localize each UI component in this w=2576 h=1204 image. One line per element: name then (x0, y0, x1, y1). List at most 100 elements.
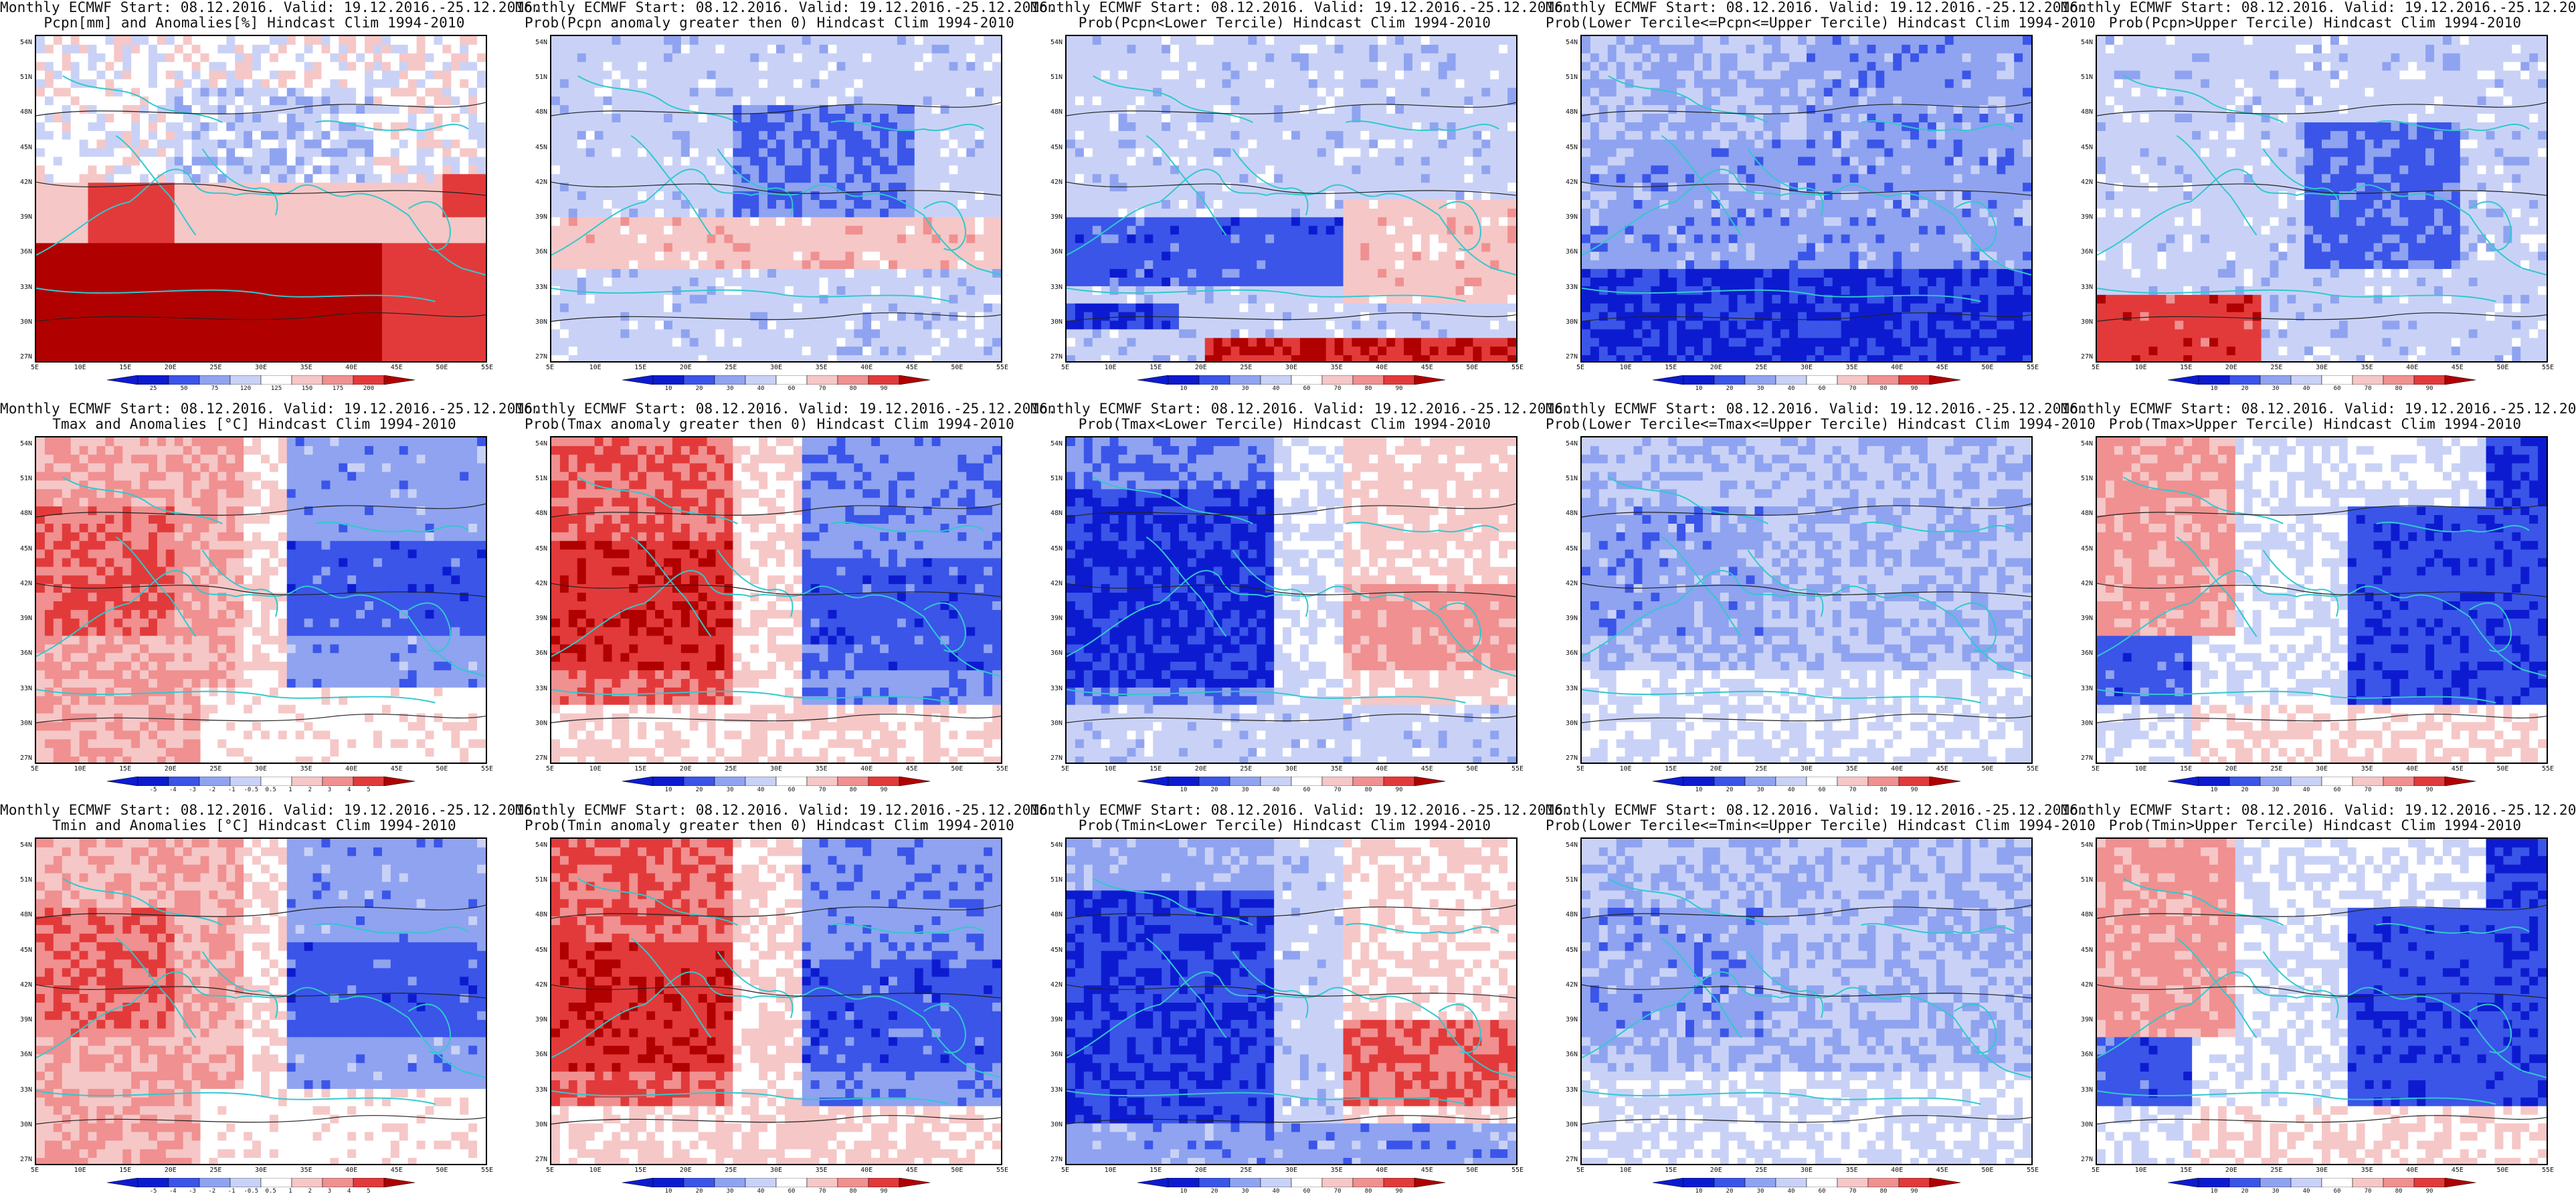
panel-title: Monthly ECMWF Start: 08.12.2016. Valid: … (1546, 803, 2096, 833)
lat-label: 30N (2074, 318, 2093, 326)
lat-label: 33N (529, 685, 547, 692)
colorbar-tick-label: 30 (1237, 385, 1253, 392)
lon-label: 45E (1417, 364, 1437, 371)
lon-label: 35E (296, 1167, 316, 1174)
colorbar-tick-label: -0.5 (243, 1188, 259, 1195)
colorbar-tick-label: 10 (660, 385, 676, 392)
lon-label: 50E (1462, 364, 1482, 371)
lat-label: 30N (529, 720, 547, 727)
lat-label: 33N (13, 685, 32, 692)
lon-label: 20E (161, 364, 181, 371)
lon-label: 40E (856, 1167, 877, 1174)
colorbar-tick-label: 3 (321, 787, 337, 793)
lat-label: 36N (1559, 1051, 1578, 1058)
colorbar-tick-label: 70 (2360, 1188, 2376, 1195)
lat-label: 36N (1044, 248, 1063, 256)
lat-label: 54N (2074, 841, 2093, 849)
lat-label: 33N (2074, 685, 2093, 692)
lat-label: 48N (529, 911, 547, 918)
lat-label: 51N (2074, 475, 2093, 482)
colorbar-tick-label: 80 (845, 1188, 861, 1195)
colorbar (2167, 1177, 2476, 1188)
colorbar-tick-label: 20 (2237, 385, 2253, 392)
panel-title-line1: Monthly ECMWF Start: 08.12.2016. Valid: … (0, 803, 541, 818)
lat-label: 30N (1559, 720, 1578, 727)
lon-label: 30E (1281, 1167, 1301, 1174)
colorbar-tick-label: 4 (341, 787, 357, 793)
panel-title-line1: Monthly ECMWF Start: 08.12.2016. Valid: … (1030, 803, 1572, 818)
lat-label: 36N (1559, 248, 1578, 256)
lat-label: 27N (13, 1156, 32, 1163)
panel-title-line1: Monthly ECMWF Start: 08.12.2016. Valid: … (2061, 803, 2576, 818)
panel-title-line2: Prob(Pcpn anomaly greater then 0) Hindca… (515, 15, 1024, 31)
lat-label: 30N (1559, 1121, 1578, 1128)
colorbar-tick-label: -5 (145, 1188, 161, 1195)
lat-label: 42N (1559, 981, 1578, 989)
map-panel-p10: Monthly ECMWF Start: 08.12.2016. Valid: … (2061, 401, 2576, 796)
forecast-map (1580, 436, 2033, 764)
lat-label: 30N (1044, 720, 1063, 727)
panel-title: Monthly ECMWF Start: 08.12.2016. Valid: … (1030, 401, 1572, 432)
lat-label: 51N (13, 74, 32, 81)
panel-title-line1: Monthly ECMWF Start: 08.12.2016. Valid: … (1030, 0, 1572, 15)
colorbar-tick-label: 40 (1268, 787, 1284, 793)
colorbar-tick-label: 40 (1783, 385, 1799, 392)
lat-label: 48N (529, 510, 547, 517)
lat-label: 42N (1044, 580, 1063, 587)
colorbar-tick-label: 70 (814, 385, 830, 392)
lon-label: 55E (477, 364, 497, 371)
lon-label: 50E (1977, 1167, 1997, 1174)
lon-label: 50E (2492, 1167, 2512, 1174)
lon-label: 25E (721, 1167, 741, 1174)
lat-label: 42N (13, 580, 32, 587)
colorbar-tick-label: 80 (1360, 1188, 1376, 1195)
lon-label: 55E (2538, 364, 2558, 371)
lat-label: 48N (1044, 911, 1063, 918)
lat-label: 30N (13, 318, 32, 326)
lat-label: 27N (1559, 755, 1578, 762)
panel-title-line2: Prob(Tmin<Lower Tercile) Hindcast Clim 1… (1030, 818, 1539, 833)
lon-label: 40E (1887, 1167, 1907, 1174)
lon-label: 40E (341, 364, 361, 371)
lat-label: 33N (13, 284, 32, 291)
colorbar-tick-label: 80 (1360, 385, 1376, 392)
colorbar-tick-label: 40 (1783, 787, 1799, 793)
colorbar-tick-label: -2 (204, 787, 220, 793)
lon-label: 30E (2312, 364, 2332, 371)
lat-label: 36N (13, 248, 32, 256)
panel-title: Monthly ECMWF Start: 08.12.2016. Valid: … (2061, 803, 2576, 833)
lon-label: 45E (387, 1167, 407, 1174)
lon-label: 5E (540, 364, 560, 371)
lat-label: 33N (529, 284, 547, 291)
colorbar-tick-label: 80 (2391, 787, 2407, 793)
colorbar-tick-label: 70 (2360, 385, 2376, 392)
panel-title-line1: Monthly ECMWF Start: 08.12.2016. Valid: … (1546, 803, 2087, 818)
lat-label: 30N (1044, 318, 1063, 326)
lon-label: 45E (2448, 765, 2468, 773)
lat-label: 48N (2074, 911, 2093, 918)
colorbar-tick-label: 1 (282, 787, 298, 793)
map-panel-p7: Monthly ECMWF Start: 08.12.2016. Valid: … (515, 401, 1056, 796)
lat-label: 39N (1044, 213, 1063, 221)
lat-label: 30N (529, 1121, 547, 1128)
lon-label: 35E (1327, 765, 1347, 773)
lon-label: 5E (2086, 364, 2106, 371)
colorbar-tick-label: 60 (2329, 787, 2345, 793)
lat-label: 45N (2074, 946, 2093, 954)
colorbar-tick-label: 200 (361, 385, 377, 392)
lat-label: 39N (13, 1016, 32, 1023)
colorbar-tick-label: 90 (1391, 385, 1407, 392)
lon-label: 55E (992, 364, 1012, 371)
map-panel-p8: Monthly ECMWF Start: 08.12.2016. Valid: … (1030, 401, 1572, 796)
colorbar-tick-label: 10 (660, 787, 676, 793)
panel-title-line1: Monthly ECMWF Start: 08.12.2016. Valid: … (2061, 401, 2576, 417)
lat-label: 48N (13, 108, 32, 116)
lon-label: 15E (1145, 364, 1166, 371)
colorbar (106, 776, 416, 787)
lat-label: 54N (1559, 39, 1578, 46)
lon-label: 10E (70, 364, 90, 371)
lat-label: 51N (2074, 74, 2093, 81)
panel-title: Monthly ECMWF Start: 08.12.2016. Valid: … (1030, 0, 1572, 31)
lon-label: 35E (812, 1167, 832, 1174)
lat-label: 33N (2074, 1086, 2093, 1094)
